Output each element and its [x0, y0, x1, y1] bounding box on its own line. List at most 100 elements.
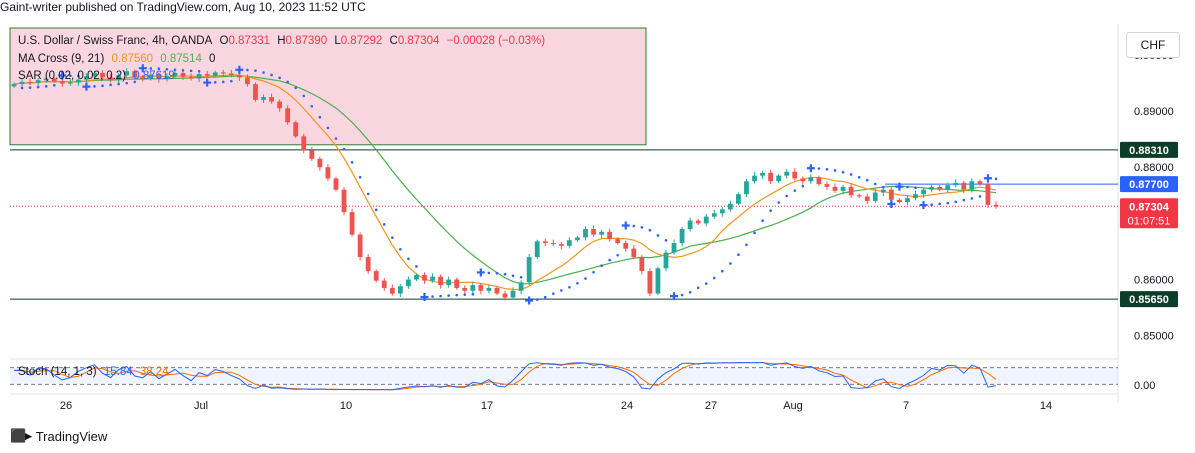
candle-body [309, 150, 315, 159]
candle-body [293, 122, 299, 137]
stoch-k-value: 15.84 [103, 366, 133, 378]
tradingview-brand: TradingView [35, 428, 108, 444]
sar-dot [584, 277, 587, 280]
sar-dot [938, 202, 941, 206]
candle-body [269, 97, 274, 102]
sar-reversal-marker [919, 201, 928, 210]
candle-body [132, 71, 138, 78]
sar-dot [101, 84, 104, 88]
candle-body [639, 257, 645, 272]
candle-body [518, 282, 524, 291]
sar-dot [906, 185, 909, 189]
sar-dot [447, 294, 450, 297]
candle-body [776, 175, 782, 182]
sar-label: SAR (0.02, 0.02, 0.2) [18, 70, 127, 82]
sar-dot [535, 298, 539, 301]
candle-body [792, 171, 798, 179]
y-tick-label: 0.86000 [1134, 275, 1174, 287]
sar-reversal-marker [235, 65, 244, 74]
candle-body [977, 181, 983, 185]
sar-dot [52, 83, 56, 87]
sar-dot [44, 85, 48, 88]
ohlc-change: −0.00028 (−0.03%) [446, 35, 546, 47]
level-price-label: 0.88310 [1129, 145, 1169, 157]
candle-body [623, 243, 629, 249]
candle-body [679, 228, 685, 244]
candle-body [888, 189, 894, 200]
sar-dot [801, 184, 805, 188]
sar-dot [399, 247, 402, 251]
symbol-name: U.S. Dollar / Swiss Franc, 4h, OANDA [18, 35, 213, 47]
candle-body [566, 240, 572, 246]
sar-dot [294, 86, 298, 90]
sar-legend[interactable]: SAR (0.02, 0.02, 0.2) 0.87619 [18, 70, 179, 82]
candle-body [534, 241, 540, 258]
sar-dot [873, 182, 877, 186]
sar-dot [28, 86, 32, 89]
published-caption: Gaint-writer published on TradingView.co… [0, 0, 366, 14]
ma-fast-value: 0.87560 [111, 53, 154, 65]
candle-body [116, 75, 122, 81]
candle-body [937, 186, 943, 190]
tradingview-logo-icon: ⬛▸ [10, 428, 32, 443]
sar-dot [592, 270, 595, 274]
y-tick-label: 0.89000 [1134, 106, 1174, 118]
candle-body [703, 216, 709, 224]
sar-reversal-marker [895, 182, 904, 191]
candle-body [695, 220, 701, 224]
sar-dot [688, 290, 692, 294]
ma-cross-legend[interactable]: MA Cross (9, 21) 0.87560 0.87514 0 [18, 53, 219, 65]
sar-dot [696, 286, 700, 290]
sar-dot [817, 167, 821, 170]
sar-dot [608, 258, 611, 262]
candle-body [929, 186, 935, 190]
candle-body [760, 172, 765, 176]
candle-body [945, 185, 951, 190]
candle-body [285, 108, 291, 123]
candle-body [961, 182, 967, 190]
sar-dot [342, 147, 346, 151]
candle-body [599, 231, 604, 235]
supply-zone-box[interactable] [9, 27, 647, 146]
sar-dot [825, 167, 829, 171]
candle-body [27, 81, 33, 84]
stoch-legend[interactable]: Stoch (14, 1, 3) 15.84 38.24 [18, 366, 173, 378]
ma-cross-label: MA Cross (9, 21) [18, 53, 105, 65]
candle-body [840, 186, 846, 191]
sar-dot [785, 194, 789, 198]
sar-dot [439, 294, 442, 298]
sar-dot [519, 275, 523, 279]
candle-body [188, 76, 194, 79]
candle-body [59, 81, 65, 84]
candle-body [615, 239, 621, 244]
candle-body [180, 72, 186, 77]
currency-button[interactable]: CHF [1126, 32, 1180, 58]
symbol-legend: U.S. Dollar / Swiss Franc, 4h, OANDA O0.… [18, 35, 549, 47]
candle-body [261, 97, 266, 100]
x-tick-label: Jul [194, 400, 208, 412]
candle-body [11, 84, 17, 87]
candle-body [196, 74, 202, 79]
candle-body [301, 136, 307, 151]
sar-dot [262, 71, 265, 74]
candle-body [816, 177, 822, 185]
sar-dot [761, 219, 764, 223]
sar-dot [503, 272, 507, 276]
candle-body [333, 178, 339, 190]
candle-body [607, 231, 613, 240]
candle-body [108, 77, 113, 81]
candle-body [414, 275, 419, 280]
stoch-k-line [13, 361, 997, 391]
candle-body [800, 178, 806, 182]
sar-reversal-marker [420, 293, 429, 302]
candle-body [832, 186, 838, 191]
candle-body [277, 101, 283, 109]
sar-dot [962, 198, 966, 202]
candle-body [897, 199, 902, 203]
current-price-value: 0.87304 [1129, 201, 1170, 213]
candle-body [719, 209, 725, 214]
sar-dot [753, 231, 756, 235]
candle-body [856, 195, 862, 197]
tradingview-logo[interactable]: ⬛▸ TradingView [10, 428, 107, 444]
